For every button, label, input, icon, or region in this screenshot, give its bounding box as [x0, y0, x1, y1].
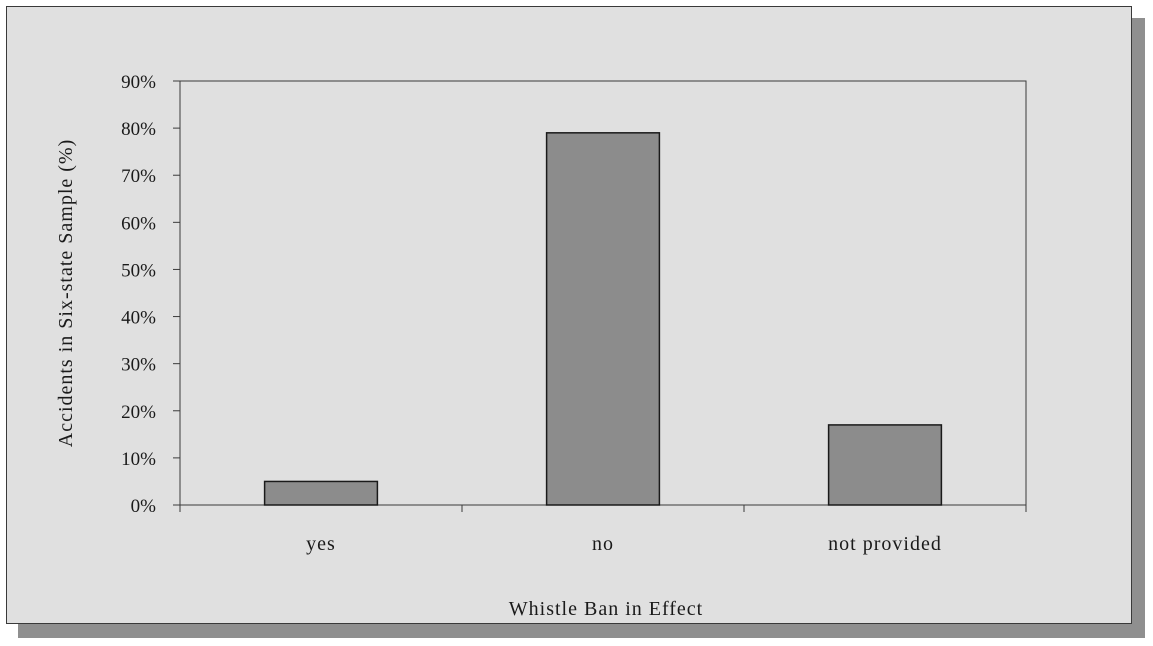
- bar-yes: [263, 480, 379, 506]
- bar-no: [545, 132, 661, 506]
- x-tick-label: no: [592, 533, 614, 555]
- x-tick-label: yes: [306, 533, 336, 555]
- x-axis: yes no not provided: [179, 505, 1027, 555]
- y-tick-label: 70%: [121, 166, 156, 187]
- y-tick-label: 50%: [121, 260, 156, 281]
- bar-not-provided: [827, 424, 943, 506]
- x-tick-label: not provided: [828, 533, 942, 555]
- y-tick-label: 90%: [121, 72, 156, 93]
- y-axis-title: Accidents in Six-state Sample (%): [55, 139, 77, 448]
- y-tick-label: 20%: [121, 402, 156, 423]
- y-tick-label: 60%: [121, 213, 156, 234]
- y-tick-label: 80%: [121, 119, 156, 140]
- y-tick-label: 10%: [121, 449, 156, 470]
- y-tick-label: 30%: [121, 355, 156, 376]
- y-tick-label: 0%: [131, 496, 157, 517]
- x-axis-title: Whistle Ban in Effect: [509, 598, 703, 620]
- y-tick-label: 40%: [121, 308, 156, 329]
- y-axis: 0% 10% 20% 30% 40% 50% 60% 70% 80% 90%: [121, 72, 180, 517]
- bars: [263, 132, 943, 506]
